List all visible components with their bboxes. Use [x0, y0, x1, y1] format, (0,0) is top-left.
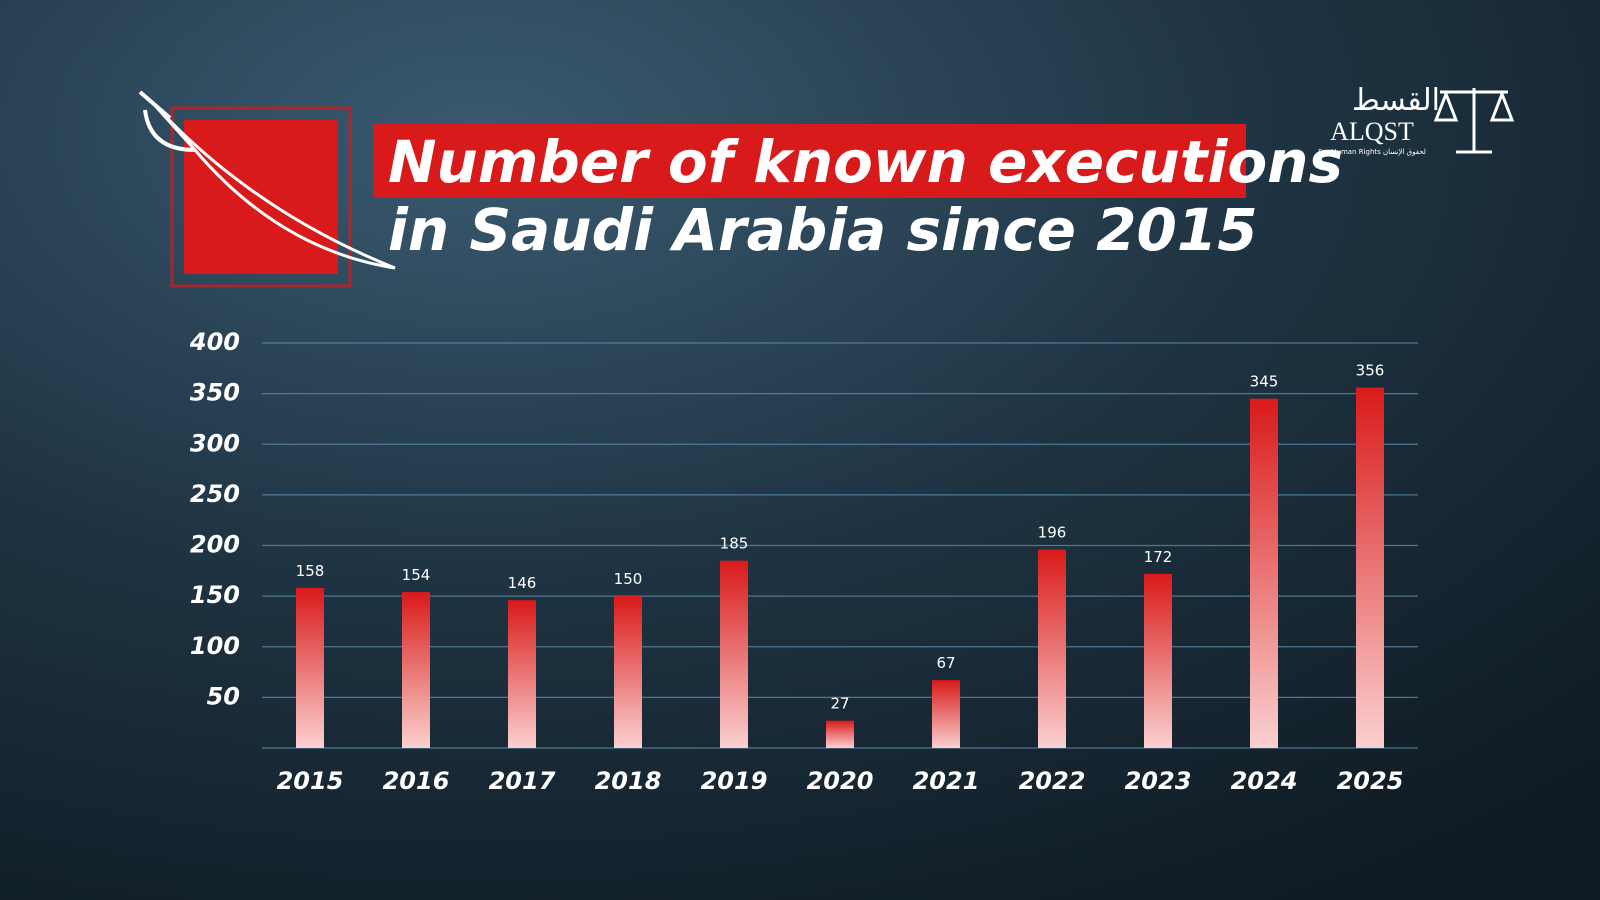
bar: [1356, 387, 1384, 748]
x-tick-label: 2019: [701, 767, 768, 795]
bar: [402, 592, 430, 748]
x-tick-label: 2020: [807, 767, 874, 795]
bar: [932, 680, 960, 748]
value-label: 172: [1144, 548, 1173, 566]
x-tick-label: 2025: [1337, 767, 1404, 795]
x-tick-label: 2015: [277, 767, 344, 795]
x-tick-label: 2017: [489, 767, 556, 795]
bar: [1144, 573, 1172, 748]
value-label: 27: [830, 695, 849, 713]
bar: [720, 560, 748, 748]
value-label: 185: [720, 535, 749, 553]
bar: [1250, 398, 1278, 748]
value-label: 158: [296, 562, 325, 580]
bar: [614, 596, 642, 748]
x-tick-label: 2022: [1019, 767, 1086, 795]
title-band: [373, 124, 1246, 198]
value-label: 67: [936, 654, 955, 672]
logo-arabic: القسط: [1352, 83, 1440, 118]
bar: [296, 588, 324, 748]
y-tick-label: 200: [190, 531, 240, 559]
x-tick-label: 2016: [383, 767, 450, 795]
x-tick-label: 2018: [595, 767, 662, 795]
x-tick-label: 2024: [1231, 767, 1298, 795]
value-label: 356: [1356, 362, 1385, 380]
value-label: 196: [1038, 524, 1067, 542]
x-tick-label: 2021: [913, 767, 980, 795]
y-tick-label: 100: [190, 632, 240, 660]
value-label: 150: [614, 570, 643, 588]
logo-name: ALQST: [1330, 117, 1414, 146]
logo: القسط ALQST For Human Rights لحقوق الإنس…: [1318, 83, 1515, 156]
value-label: 345: [1250, 373, 1279, 391]
y-tick-label: 50: [207, 682, 240, 710]
x-tick-label: 2023: [1125, 767, 1192, 795]
logo-tagline: For Human Rights لحقوق الإنسان: [1318, 148, 1426, 156]
value-label: 154: [402, 566, 431, 584]
y-tick-label: 400: [189, 328, 240, 356]
chart-title: Number of known executions: [388, 128, 1343, 196]
chart-subtitle: in Saudi Arabia since 2015: [388, 196, 1258, 264]
bar: [1038, 549, 1066, 748]
y-tick-label: 350: [190, 379, 240, 407]
bar: [508, 600, 536, 748]
y-tick-label: 150: [190, 581, 240, 609]
y-tick-label: 250: [190, 480, 240, 508]
value-label: 146: [508, 574, 537, 592]
y-tick-label: 300: [190, 429, 240, 457]
sword-icon: [138, 90, 396, 288]
bar: [826, 720, 854, 748]
